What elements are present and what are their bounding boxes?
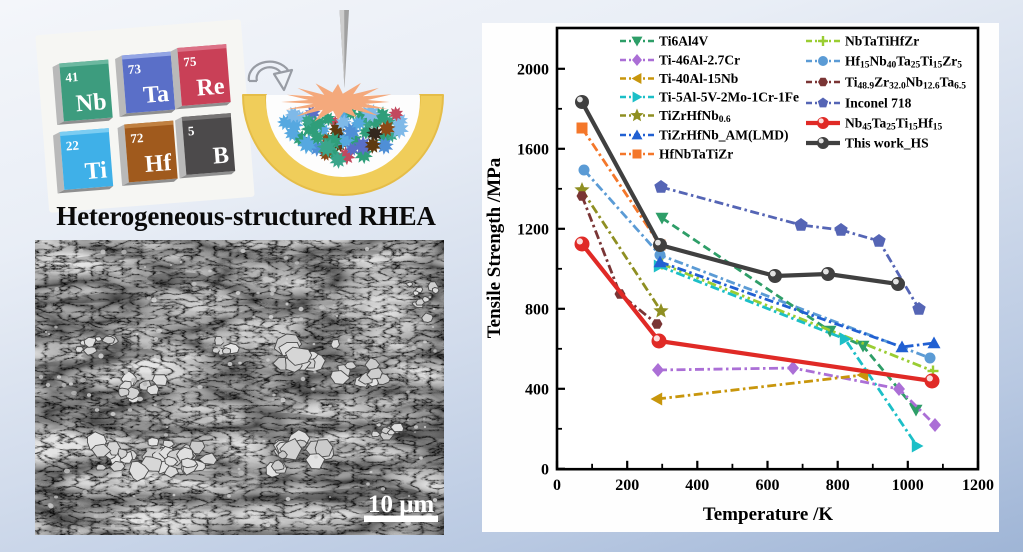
svg-text:TiZrHfNb_AM(LMD): TiZrHfNb_AM(LMD) xyxy=(659,128,789,143)
svg-text:72: 72 xyxy=(130,130,144,146)
svg-text:Ta: Ta xyxy=(142,81,170,109)
svg-text:Temperature /K: Temperature /K xyxy=(703,504,834,525)
svg-text:22: 22 xyxy=(65,138,79,154)
svg-text:800: 800 xyxy=(525,301,549,318)
svg-text:0: 0 xyxy=(541,461,549,478)
svg-text:Ti-5Al-5V-2Mo-1Cr-1Fe: Ti-5Al-5V-2Mo-1Cr-1Fe xyxy=(659,90,799,105)
svg-text:Ti6Al4V: Ti6Al4V xyxy=(659,34,709,49)
svg-text:5: 5 xyxy=(187,123,195,139)
svg-text:0: 0 xyxy=(553,477,561,494)
svg-text:1000: 1000 xyxy=(892,477,924,494)
svg-text:Ti48.9Zr32.0Nb12.6Ta6.5: Ti48.9Zr32.0Nb12.6Ta6.5 xyxy=(845,75,966,92)
svg-text:Tensile Strength /MPa: Tensile Strength /MPa xyxy=(484,157,505,338)
svg-text:200: 200 xyxy=(615,477,639,494)
svg-text:1200: 1200 xyxy=(962,477,994,494)
svg-text:B: B xyxy=(212,142,230,169)
svg-text:41: 41 xyxy=(65,69,79,85)
svg-text:Ti-40Al-15Nb: Ti-40Al-15Nb xyxy=(659,71,738,86)
svg-text:Hf15Nb40Ta25Ti15Zr5: Hf15Nb40Ta25Ti15Zr5 xyxy=(845,54,962,71)
svg-text:Re: Re xyxy=(196,73,226,101)
svg-text:Ti: Ti xyxy=(84,157,109,185)
svg-text:75: 75 xyxy=(183,54,198,70)
svg-text:600: 600 xyxy=(756,477,780,494)
svg-text:Nb45Ta25Ti15Hf15: Nb45Ta25Ti15Hf15 xyxy=(845,116,943,133)
svg-text:Inconel 718: Inconel 718 xyxy=(845,96,912,111)
svg-text:2000: 2000 xyxy=(517,61,549,78)
svg-text:10 μm: 10 μm xyxy=(368,491,434,518)
svg-text:This work_HS: This work_HS xyxy=(845,136,929,151)
svg-text:1600: 1600 xyxy=(517,141,549,158)
svg-text:Nb: Nb xyxy=(75,89,108,117)
svg-text:73: 73 xyxy=(127,61,142,77)
svg-text:1200: 1200 xyxy=(517,221,549,238)
svg-text:800: 800 xyxy=(826,477,850,494)
svg-text:Hf: Hf xyxy=(144,150,174,178)
svg-text:Ti-46Al-2.7Cr: Ti-46Al-2.7Cr xyxy=(659,53,740,68)
svg-text:HfNbTaTiZr: HfNbTaTiZr xyxy=(659,147,733,162)
svg-text:TiZrHfNb0.6: TiZrHfNb0.6 xyxy=(659,108,731,125)
svg-text:400: 400 xyxy=(525,381,549,398)
svg-text:NbTaTiHfZr: NbTaTiHfZr xyxy=(845,34,919,49)
svg-text:400: 400 xyxy=(685,477,709,494)
